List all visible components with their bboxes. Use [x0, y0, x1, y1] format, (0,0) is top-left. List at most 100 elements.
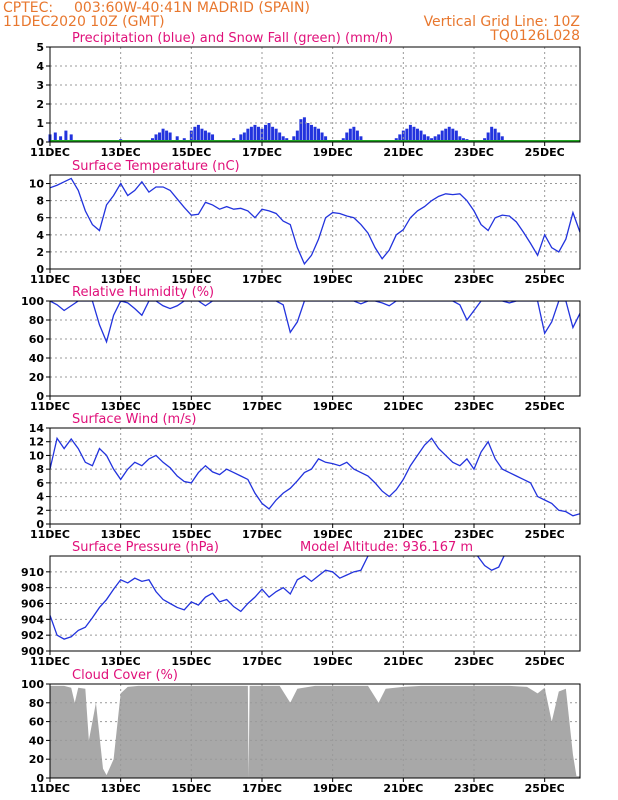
- precip-bar: [302, 117, 306, 142]
- y-tick-label: 0: [36, 772, 44, 785]
- y-tick-label: 40: [29, 352, 45, 365]
- plot-frame: [49, 46, 581, 143]
- x-tick-label: 17DEC: [242, 146, 282, 159]
- y-tick-label: 2: [36, 246, 44, 259]
- precip-bar: [211, 134, 215, 142]
- y-tick-label: 4: [36, 491, 44, 504]
- panel-title: Cloud Cover (%): [72, 668, 178, 683]
- precip-bar: [281, 136, 285, 142]
- panel-pressure: 900 902 904 906 908 910 11DEC 13DEC 15DEC 17DEC 19…: [21, 540, 581, 668]
- x-tick-label: 13DEC: [101, 146, 141, 159]
- x-tick-label: 13DEC: [101, 782, 141, 795]
- x-tick-label: 21DEC: [383, 400, 423, 413]
- pressure-series-line: [50, 556, 369, 640]
- header-grid-note: Vertical Grid Line: 10Z: [424, 14, 580, 30]
- precip-bar: [401, 130, 405, 142]
- panel-title: Relative Humidity (%): [72, 285, 214, 300]
- panel-rh: 0 20 40 60 80 100 11DEC 13DEC 15DEC 17DEC 19DEC 21D…: [21, 285, 581, 413]
- precip-bar: [324, 136, 328, 142]
- precip-bar: [309, 124, 313, 142]
- x-tick-label: 25DEC: [525, 273, 565, 286]
- rh-series-line: [50, 301, 580, 344]
- x-tick-label: 15DEC: [171, 782, 211, 795]
- y-tick-label: 906: [21, 598, 44, 611]
- y-tick-label: 100: [21, 678, 44, 691]
- precip-bar: [497, 132, 501, 142]
- header-run-time: 11DEC2020 10Z (GMT): [3, 14, 165, 30]
- precip-bar: [352, 126, 356, 142]
- y-tick-label: 80: [29, 314, 45, 327]
- precip-bar: [500, 136, 504, 142]
- x-tick-label: 13DEC: [101, 273, 141, 286]
- y-tick-label: 14: [29, 422, 45, 435]
- precip-bar: [299, 119, 303, 142]
- panel-title: Surface Temperature (nC): [72, 159, 240, 174]
- precip-bar: [317, 128, 321, 142]
- y-tick-label: 0: [36, 136, 44, 149]
- x-tick-label: 15DEC: [171, 400, 211, 413]
- precip-bar: [458, 136, 462, 142]
- y-tick-label: 2: [36, 504, 44, 517]
- precip-bar: [292, 136, 296, 142]
- y-tick-label: 5: [36, 41, 44, 54]
- y-tick-label: 900: [21, 645, 44, 658]
- y-tick-label: 100: [21, 295, 44, 308]
- precip-bar: [493, 128, 497, 142]
- precip-bar: [423, 134, 427, 142]
- precip-bar: [161, 128, 165, 142]
- x-tick-label: 21DEC: [383, 655, 423, 668]
- x-tick-label: 25DEC: [525, 655, 565, 668]
- x-tick-label: 23DEC: [454, 400, 494, 413]
- precip-bar: [256, 126, 260, 142]
- x-tick-label: 19DEC: [313, 400, 353, 413]
- pressure-series-line: [477, 556, 505, 571]
- precip-bar: [295, 130, 299, 142]
- x-tick-label: 11DEC: [30, 782, 70, 795]
- y-tick-label: 40: [29, 734, 45, 747]
- precip-bar: [260, 128, 264, 142]
- x-tick-label: 15DEC: [171, 273, 211, 286]
- y-tick-label: 3: [36, 79, 44, 92]
- x-tick-label: 13DEC: [101, 655, 141, 668]
- y-tick-label: 20: [29, 753, 45, 766]
- precip-bar: [200, 128, 204, 142]
- precip-bar: [253, 124, 257, 142]
- y-tick-label: 80: [29, 697, 45, 710]
- x-tick-label: 19DEC: [313, 655, 353, 668]
- y-tick-label: 908: [21, 582, 44, 595]
- precip-bar: [419, 130, 423, 142]
- x-tick-label: 19DEC: [313, 146, 353, 159]
- x-tick-label: 13DEC: [101, 400, 141, 413]
- precip-bar: [203, 130, 207, 142]
- y-tick-label: 902: [21, 629, 44, 642]
- precip-bar: [433, 136, 437, 142]
- precip-bar: [345, 132, 349, 142]
- y-tick-label: 6: [36, 212, 44, 225]
- cloud-cover-area: [50, 685, 580, 778]
- precip-bar: [196, 124, 200, 142]
- x-tick-label: 17DEC: [242, 273, 282, 286]
- precip-bar: [437, 134, 441, 142]
- panel-title: Surface Wind (m/s): [72, 412, 196, 427]
- x-tick-label: 17DEC: [242, 528, 282, 541]
- y-tick-label: 4: [36, 229, 44, 242]
- precip-bar: [59, 136, 63, 142]
- x-tick-label: 23DEC: [454, 528, 494, 541]
- precip-bar: [320, 132, 324, 142]
- x-tick-label: 17DEC: [242, 782, 282, 795]
- precip-bar: [274, 128, 278, 142]
- panel-title: Surface Pressure (hPa): [72, 540, 219, 555]
- x-tick-label: 25DEC: [525, 146, 565, 159]
- plot-frame: [49, 683, 581, 779]
- x-tick-label: 25DEC: [525, 782, 565, 795]
- precip-bar: [444, 128, 448, 142]
- precip-bar: [415, 128, 419, 142]
- precip-bar: [355, 130, 359, 142]
- precip-bar: [189, 130, 193, 142]
- x-tick-label: 21DEC: [383, 782, 423, 795]
- precip-bar: [69, 134, 73, 142]
- x-tick-label: 25DEC: [525, 400, 565, 413]
- precip-bar: [412, 126, 416, 142]
